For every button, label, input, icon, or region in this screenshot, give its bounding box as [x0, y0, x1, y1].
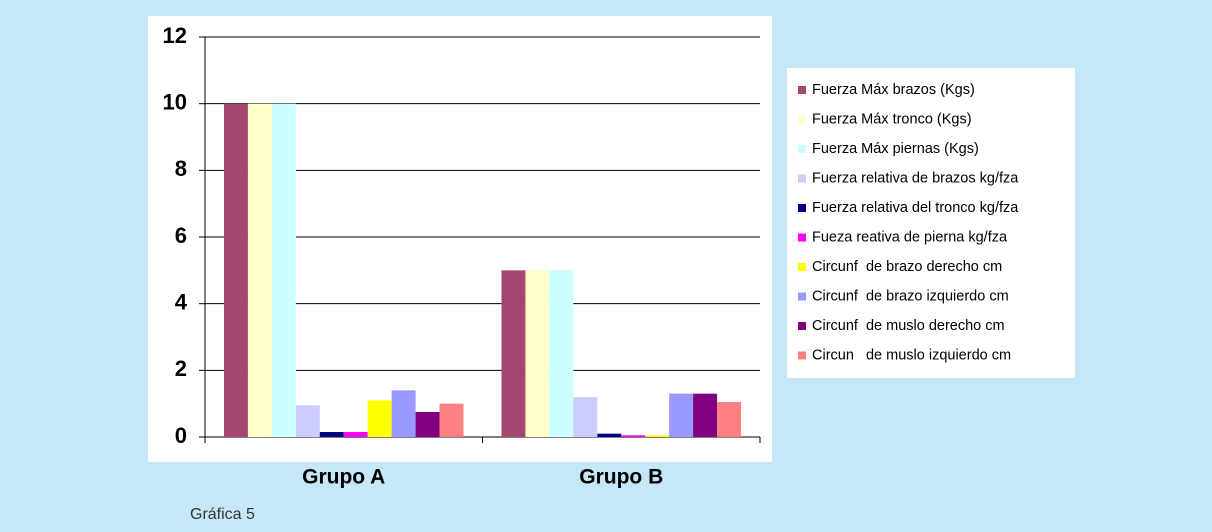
- bar: [271, 103, 296, 438]
- legend-box: [787, 68, 1075, 378]
- x-tick-label: Grupo A: [302, 466, 385, 489]
- caption: Gráfica 5: [190, 506, 255, 523]
- legend-label: Circunf de muslo derecho cm: [812, 318, 1005, 334]
- legend-label: Fuerza relativa de brazos kg/fza: [812, 170, 1019, 186]
- legend-label: Circunf de brazo izquierdo cm: [812, 288, 1009, 304]
- bar: [391, 390, 416, 437]
- legend-label: Fueza reativa de pierna kg/fza: [812, 229, 1008, 245]
- bar: [501, 270, 526, 437]
- legend-label: Fuerza Máx piernas (Kgs): [812, 141, 979, 157]
- bar: [247, 103, 272, 438]
- legend-swatch: [798, 351, 806, 360]
- legend-swatch: [798, 233, 806, 242]
- legend-swatch: [798, 322, 806, 330]
- bar: [645, 435, 670, 437]
- bar: [439, 403, 464, 437]
- legend-label: Circunf de brazo derecho cm: [812, 259, 1002, 275]
- bar: [525, 270, 550, 437]
- legend-swatch: [798, 174, 806, 183]
- bar: [367, 400, 392, 437]
- x-tick-label: Grupo B: [579, 466, 663, 489]
- y-tick-label: 4: [175, 289, 188, 314]
- y-tick-label: 12: [163, 23, 187, 48]
- bar: [343, 432, 368, 437]
- bar: [597, 433, 622, 437]
- y-tick-label: 10: [163, 89, 187, 114]
- bar: [621, 435, 646, 437]
- y-tick-label: 2: [175, 356, 187, 381]
- bar: [549, 270, 574, 437]
- legend-swatch: [798, 292, 806, 301]
- bar: [717, 402, 741, 437]
- legend-swatch: [798, 204, 806, 212]
- legend-swatch: [798, 86, 806, 94]
- bar: [224, 103, 248, 438]
- legend-label: Circun de muslo izquierdo cm: [812, 347, 1011, 363]
- legend-swatch: [798, 263, 806, 271]
- legend-label: Fuerza Máx brazos (Kgs): [812, 82, 975, 98]
- bar: [693, 393, 718, 437]
- legend-swatch: [798, 115, 806, 124]
- bar: [415, 412, 440, 437]
- y-tick-label: 6: [175, 223, 187, 248]
- y-tick-label: 8: [175, 156, 187, 181]
- legend-swatch: [798, 145, 806, 153]
- y-tick-label: 0: [175, 423, 187, 448]
- legend-label: Fuerza relativa del tronco kg/fza: [812, 200, 1019, 216]
- legend-label: Fuerza Máx tronco (Kgs): [812, 111, 972, 127]
- bar: [669, 393, 694, 437]
- bar: [295, 405, 320, 437]
- bar: [573, 397, 598, 437]
- bar: [319, 432, 344, 437]
